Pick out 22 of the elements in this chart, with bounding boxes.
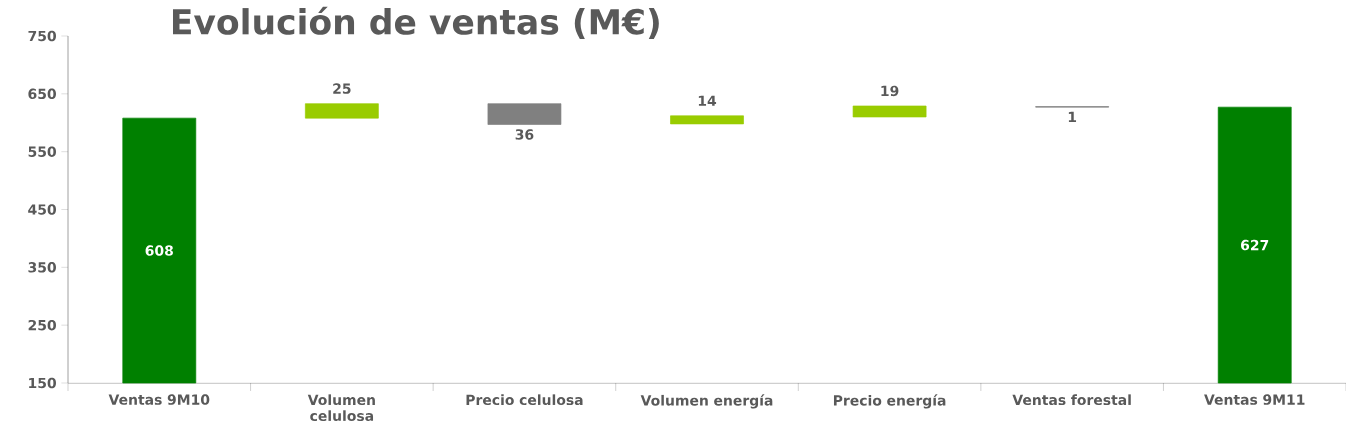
x-tick-label: Precio energía	[833, 394, 946, 409]
x-tick-label: Ventas 9M10	[108, 394, 210, 405]
data-label: 627	[1241, 239, 1269, 251]
x-tick-label: Ventas 9M11	[1204, 394, 1305, 405]
x-tick-label: Volumen energía	[640, 394, 773, 409]
y-tick-label: 450	[28, 204, 56, 215]
x-tick-label: Ventas forestal	[1012, 394, 1131, 406]
data-label: 14	[698, 95, 717, 106]
data-label: 36	[515, 129, 534, 140]
data-label: 25	[333, 83, 351, 94]
x-tick-label: Precio celulosa	[466, 394, 583, 406]
y-tick-label: 150	[29, 377, 56, 389]
y-tick-label: 650	[28, 88, 56, 100]
data-label: 19	[881, 85, 899, 97]
data-label: 608	[145, 245, 173, 256]
x-tick-label: Volumen celulosa	[307, 394, 375, 422]
data-label: 1	[1068, 111, 1077, 122]
y-tick-label: 250	[28, 319, 56, 331]
chart-title: Evolución de ventas (M€)	[172, 6, 659, 39]
y-tick-label: 350	[28, 262, 56, 273]
y-tick-label: 550	[28, 146, 56, 157]
y-tick-label: 750	[28, 30, 56, 42]
